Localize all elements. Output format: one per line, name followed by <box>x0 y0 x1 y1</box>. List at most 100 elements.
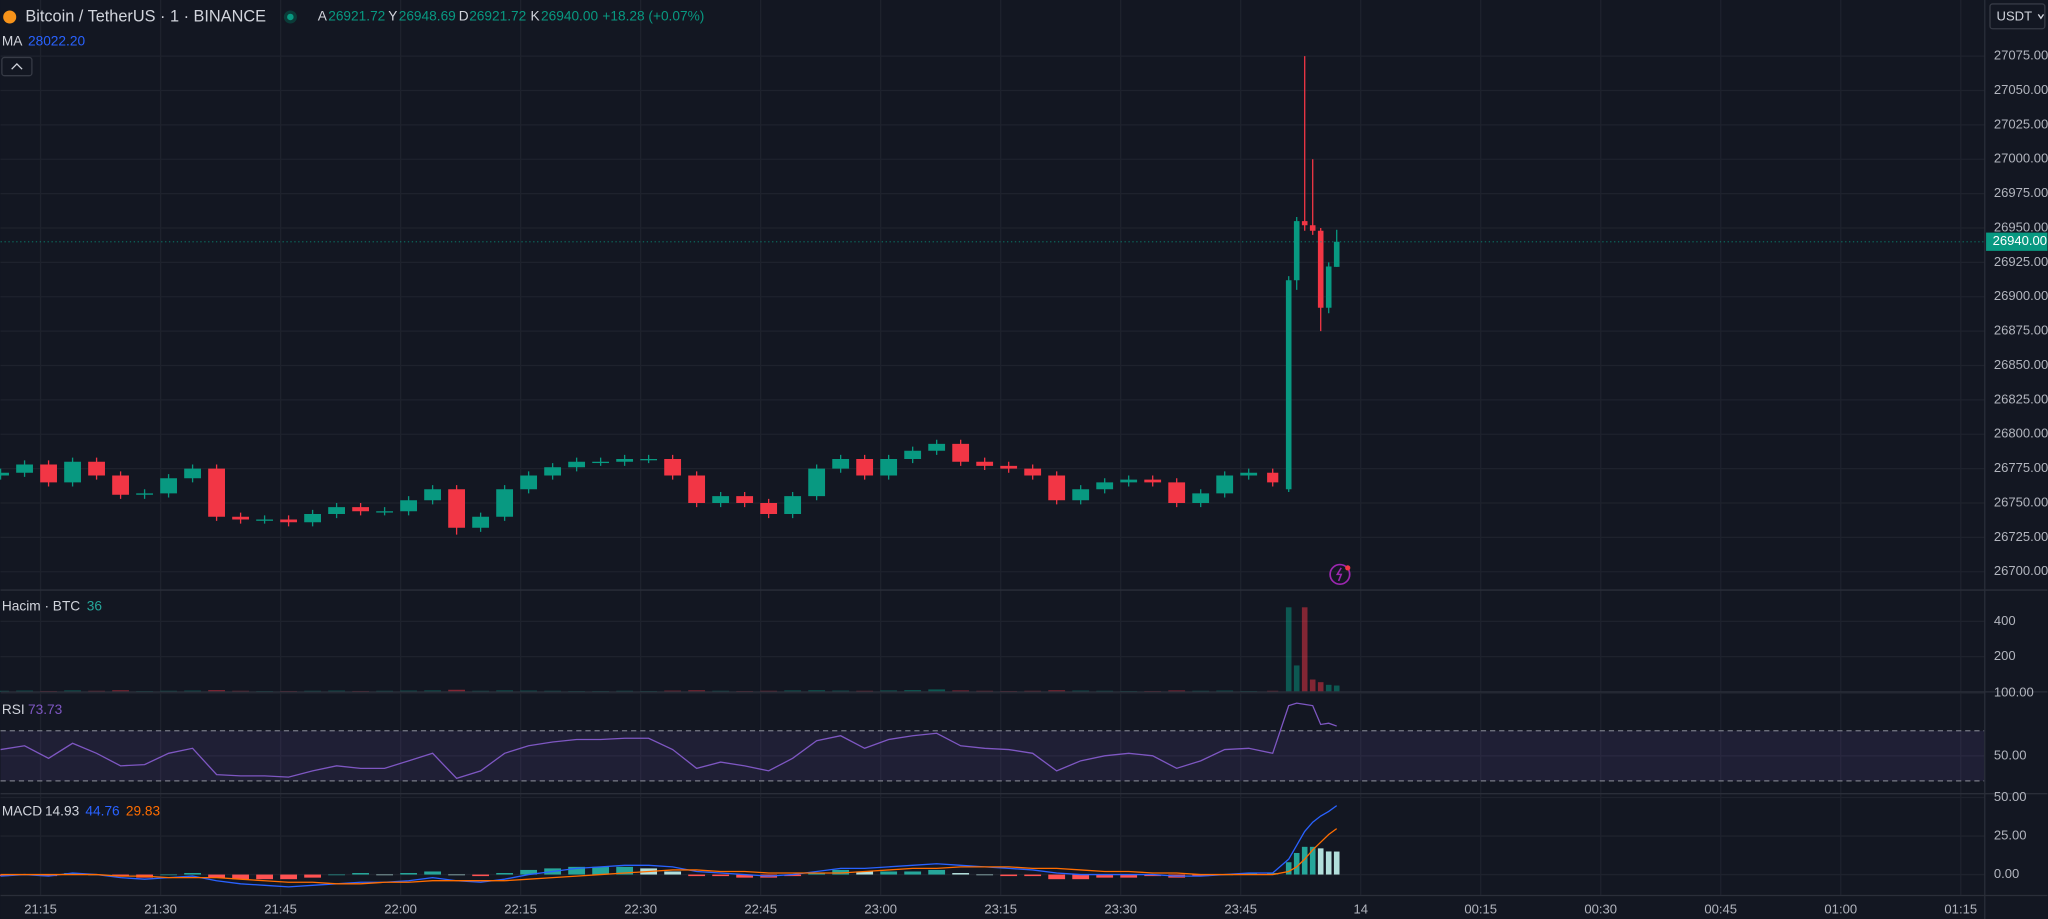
candle-body <box>1048 475 1066 501</box>
candle-body <box>0 472 9 476</box>
candle-body <box>352 507 370 512</box>
macd-histogram <box>1072 874 1090 880</box>
macd-histogram <box>1309 846 1316 875</box>
candle-body <box>304 513 322 523</box>
volume-bar <box>952 690 970 692</box>
volume-bar <box>448 689 466 692</box>
marks <box>0 56 1985 888</box>
candle-body <box>208 468 225 517</box>
candle-body <box>496 489 514 517</box>
y-tick-label: 27025.00 <box>1994 116 2048 131</box>
rsi-title: RSI <box>2 702 25 717</box>
candle-body <box>64 461 81 483</box>
ohlc-legend: A 26921.72 Y 26948.69 D 26921.72 K 26940.00 <box>318 9 599 24</box>
collapse-button[interactable] <box>1 56 33 77</box>
legend-value: 26921.72 <box>469 9 526 24</box>
macd-histogram <box>112 874 129 877</box>
change: +18.28 (+0.07%) <box>602 9 704 24</box>
macd-value: 44.76 <box>85 804 120 819</box>
volume-bar <box>1301 607 1308 692</box>
candle-body <box>1240 472 1258 476</box>
macd-histogram <box>400 873 418 875</box>
macd-histogram <box>904 871 922 875</box>
macd-histogram <box>328 874 346 876</box>
candle-body <box>1301 221 1308 226</box>
candle-body <box>568 461 586 468</box>
event-dot <box>1345 565 1351 571</box>
currency-button[interactable] <box>1989 3 2046 30</box>
collapse-icon <box>11 63 23 70</box>
y-tick-label: 26975.00 <box>1994 185 2048 200</box>
candle-body <box>40 464 57 483</box>
rsi-line <box>0 702 1337 780</box>
last-price-tag <box>1986 232 2048 251</box>
event-icon[interactable] <box>1329 563 1351 586</box>
candle-body <box>16 464 33 473</box>
candle-body <box>424 489 442 501</box>
macd-histogram <box>808 873 826 875</box>
candle-body <box>160 478 177 494</box>
event-bolt <box>1335 567 1343 582</box>
macd-histogram <box>688 874 706 877</box>
volume-bar <box>496 690 514 692</box>
macd-histogram <box>1192 874 1210 877</box>
macd-histogram <box>184 873 201 875</box>
volume-bar <box>424 690 442 692</box>
macd-histogram <box>472 874 490 877</box>
volume-bar <box>880 690 898 692</box>
candle-body <box>952 443 970 462</box>
macd-histogram <box>256 874 273 880</box>
macd-histogram <box>232 874 249 880</box>
macd-title: MACD <box>2 804 42 819</box>
candle-body <box>280 519 297 523</box>
x-tick-label: 22:15 <box>504 901 537 916</box>
y-tick-label: 26725.00 <box>1994 529 2048 544</box>
y-tick-label: 26700.00 <box>1994 563 2048 578</box>
candle-body <box>736 496 754 503</box>
candle-body <box>1267 472 1279 483</box>
candle-body <box>856 458 874 476</box>
symbol-title: Bitcoin / TetherUS · 1 · BINANCE <box>25 7 266 25</box>
candle-body <box>832 458 850 469</box>
macd-histogram <box>664 871 682 875</box>
candle-body <box>544 467 562 476</box>
macd-histogram <box>160 874 177 876</box>
y-tick-label: 50.00 <box>1994 747 2027 762</box>
volume-bar <box>1333 685 1340 692</box>
candle-body <box>136 493 153 495</box>
candle-body <box>1325 266 1332 308</box>
y-tick-label: 100.00 <box>1994 685 2034 700</box>
macd-histogram <box>448 874 466 876</box>
macd-histogram <box>280 874 297 880</box>
candle-body <box>904 450 922 459</box>
macd-histogram <box>64 873 81 875</box>
candle-body <box>1309 225 1316 231</box>
y-tick-label: 26950.00 <box>1994 219 2048 234</box>
volume-bar <box>64 690 81 692</box>
macd-histogram <box>592 866 610 875</box>
macd-histogram <box>784 874 802 877</box>
x-tick-label: 23:45 <box>1224 901 1257 916</box>
volume-bar <box>1309 679 1316 692</box>
macd-histogram <box>736 874 754 878</box>
coin-icon <box>3 10 17 24</box>
macd-histogram <box>208 874 225 878</box>
macd-histogram <box>880 871 898 875</box>
macd-histogram <box>1144 874 1162 877</box>
candle-body <box>1072 489 1090 501</box>
candle-body <box>976 461 994 466</box>
legend-label: Y <box>388 9 397 24</box>
volume-bar <box>904 690 922 692</box>
candle-body <box>1096 482 1114 490</box>
volume-bar <box>688 690 706 692</box>
macd-histogram <box>568 866 586 875</box>
macd-histogram <box>1267 873 1279 875</box>
candle-body <box>1192 493 1210 503</box>
candle-body <box>928 443 946 451</box>
macd-histogram <box>376 874 394 876</box>
macd-histogram <box>1240 873 1258 875</box>
candle-body <box>664 458 682 476</box>
y-tick-label: 27075.00 <box>1994 48 2048 63</box>
y-tick-label: 50.00 <box>1994 789 2027 804</box>
